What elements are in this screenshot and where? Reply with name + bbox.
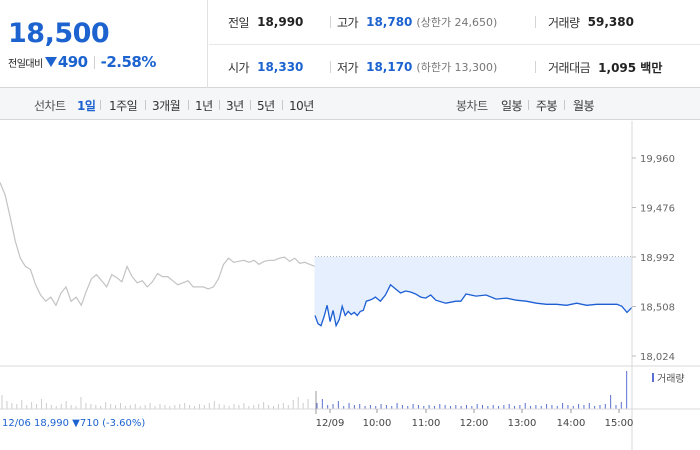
period-5y-tab[interactable]: 5년 — [257, 99, 275, 113]
x-tick-label: 11:00 — [412, 418, 441, 429]
stat-divider — [330, 16, 331, 28]
period-3m-tab[interactable]: 3개월 — [152, 99, 181, 113]
x-tick-label: 10:00 — [363, 418, 392, 429]
y-tick-label: 18,508 — [640, 303, 675, 314]
period-divider — [528, 100, 529, 110]
stat-label: 거래대금 — [548, 60, 591, 75]
stat-label: 전일 — [228, 15, 250, 30]
y-tick-label: 19,476 — [640, 204, 675, 215]
stat-prev-close: 전일 18,990 — [228, 0, 303, 44]
period-divider — [250, 100, 251, 110]
stat-amount: 거래대금 1,095 백만 — [548, 45, 662, 89]
y-tick-label: 18,992 — [640, 253, 675, 264]
stat-sub: (하한가 13,300) — [416, 61, 498, 74]
down-triangle-icon — [44, 57, 57, 67]
today-below-prev-close-area — [315, 257, 632, 326]
price-chart-svg: 19,960 19,476 18,992 18,508 18,024 거래량 12/09 10… — [0, 121, 700, 450]
x-tick-label: 12:00 — [460, 418, 489, 429]
stat-value: 18,780 — [366, 15, 413, 29]
prev-day-info-label: 12/06 18,990 ▼710 (-3.60%) — [2, 418, 145, 429]
stat-low: 저가 18,170 (하한가 13,300) — [337, 45, 497, 89]
stat-label: 저가 — [337, 60, 359, 75]
x-tick-label: 13:00 — [508, 418, 537, 429]
stat-value: 18,990 — [257, 15, 304, 29]
change-rate: -2.58% — [100, 53, 157, 71]
period-divider — [145, 100, 146, 110]
prev-day-price-line — [0, 182, 316, 307]
stat-value: 18,330 — [257, 60, 304, 74]
quote-summary: 18,500 전일대비 490 -2.58% — [0, 0, 208, 88]
stat-value: 59,380 — [587, 15, 634, 29]
stat-divider — [535, 16, 536, 28]
stat-volume: 거래량 59,380 — [548, 0, 634, 44]
candle-monthly-tab[interactable]: 월봉 — [573, 99, 595, 113]
stats-row-divider — [209, 44, 700, 45]
price-chart: 19,960 19,476 18,992 18,508 18,024 거래량 12/09 10… — [0, 121, 700, 450]
period-1w-tab[interactable]: 1주일 — [109, 99, 138, 113]
y-tick-label: 18,024 — [640, 352, 675, 363]
x-tick-label: 14:00 — [557, 418, 586, 429]
change-label: 전일대비 — [8, 58, 43, 70]
today-price-line — [314, 283, 633, 328]
stat-value: 18,170 — [366, 60, 413, 74]
stat-divider — [330, 61, 331, 73]
x-tick-label: 12/09 — [316, 418, 345, 429]
candle-daily-tab[interactable]: 일봉 — [501, 99, 523, 113]
chart-toolbar: 선차트 1일 1주일 3개월 1년 3년 5년 10년 봉차트 일봉 주봉 월봉 — [0, 88, 700, 120]
period-3y-tab[interactable]: 3년 — [226, 99, 244, 113]
stat-open: 시가 18,330 — [228, 45, 303, 89]
stat-high: 고가 18,780 (상한가 24,650) — [337, 0, 497, 44]
period-1d-tab[interactable]: 1일 — [77, 99, 96, 113]
candle-weekly-tab[interactable]: 주봉 — [536, 99, 558, 113]
period-divider — [100, 100, 101, 110]
stat-label: 시가 — [228, 60, 250, 75]
current-price: 18,500 — [8, 18, 110, 49]
change-info: 전일대비 490 -2.58% — [8, 53, 156, 71]
stat-sub: (상한가 24,650) — [416, 16, 498, 29]
stat-label: 거래량 — [548, 15, 580, 30]
x-tick-label: 15:00 — [605, 418, 634, 429]
volume-legend-label: 거래량 — [657, 373, 685, 385]
quote-header: 18,500 전일대비 490 -2.58% — [0, 0, 700, 88]
stat-divider — [535, 61, 536, 73]
stat-label: 고가 — [337, 15, 359, 30]
change-value: 490 — [57, 53, 88, 71]
period-divider — [188, 100, 189, 110]
stat-value: 1,095 백만 — [598, 60, 663, 75]
period-10y-tab[interactable]: 10년 — [289, 99, 314, 113]
period-1y-tab[interactable]: 1년 — [195, 99, 213, 113]
period-divider — [564, 100, 565, 110]
candle-chart-label: 봉차트 — [456, 99, 488, 113]
line-chart-label: 선차트 — [34, 99, 66, 113]
y-tick-label: 19,960 — [640, 154, 675, 165]
change-divider — [93, 55, 95, 69]
period-divider — [282, 100, 283, 110]
volume-legend-swatch — [652, 373, 654, 382]
period-divider — [219, 100, 220, 110]
